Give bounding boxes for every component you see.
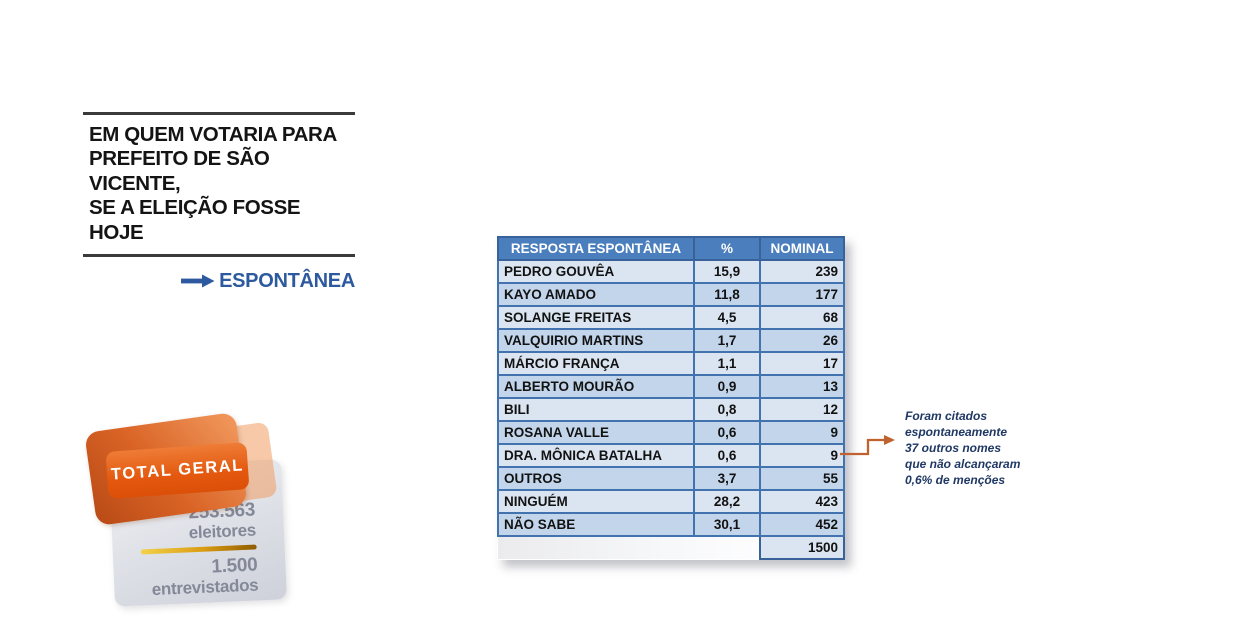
results-table-body: PEDRO GOUVÊA 15,9 239 KAYO AMADO 11,8 177 SOLA… <box>497 259 845 537</box>
percent-cell: 3,7 <box>693 466 761 491</box>
table-row: NÃO SABE 30,1 452 <box>497 512 845 537</box>
candidate-cell: NÃO SABE <box>497 512 695 537</box>
title-block: EM QUEM VOTARIA PARA PREFEITO DE SÃO VIC… <box>83 112 355 293</box>
table-row: ROSANA VALLE 0,6 9 <box>497 420 845 445</box>
nominal-cell: 239 <box>759 259 845 284</box>
percent-cell: 15,9 <box>693 259 761 284</box>
table-row: NINGUÉM 28,2 423 <box>497 489 845 514</box>
badge-title-plate: TOTAL GERAL <box>105 442 250 499</box>
outros-connector-arrow-icon <box>840 435 895 456</box>
candidate-cell: MÁRCIO FRANÇA <box>497 351 695 376</box>
title-rule-bottom <box>83 254 355 257</box>
subtitle-label: ESPONTÂNEA <box>219 269 355 292</box>
nominal-cell: 9 <box>759 443 845 468</box>
candidate-cell: ALBERTO MOURÃO <box>497 374 695 399</box>
percent-cell: 30,1 <box>693 512 761 537</box>
nominal-cell: 13 <box>759 374 845 399</box>
table-row: PEDRO GOUVÊA 15,9 239 <box>497 259 845 284</box>
percent-cell: 11,8 <box>693 282 761 307</box>
right-arrow-icon <box>181 274 215 288</box>
candidate-cell: ROSANA VALLE <box>497 420 695 445</box>
percent-cell: 1,1 <box>693 351 761 376</box>
candidate-cell: DRA. MÔNICA BATALHA <box>497 443 695 468</box>
percent-cell: 0,6 <box>693 443 761 468</box>
gold-divider <box>140 544 257 555</box>
table-header-row: RESPOSTA ESPONTÂNEA % NOMINAL <box>497 236 845 261</box>
candidate-cell: VALQUIRIO MARTINS <box>497 328 695 353</box>
total-spacer <box>498 536 760 559</box>
nominal-cell: 177 <box>759 282 845 307</box>
percent-cell: 0,9 <box>693 374 761 399</box>
nominal-cell: 12 <box>759 397 845 422</box>
candidate-cell: BILI <box>497 397 695 422</box>
table-row: VALQUIRIO MARTINS 1,7 26 <box>497 328 845 353</box>
page-title: EM QUEM VOTARIA PARA PREFEITO DE SÃO VIC… <box>89 122 337 244</box>
nominal-cell: 9 <box>759 420 845 445</box>
nominal-cell: 55 <box>759 466 845 491</box>
annotation-note: Foram citados espontaneamente 37 outros … <box>905 409 1021 487</box>
column-header-nominal: NOMINAL <box>759 236 845 261</box>
candidate-cell: PEDRO GOUVÊA <box>497 259 695 284</box>
nominal-cell: 423 <box>759 489 845 514</box>
badge-title: TOTAL GERAL <box>110 456 245 484</box>
table-row: DRA. MÔNICA BATALHA 0,6 9 <box>497 443 845 468</box>
table-row: MÁRCIO FRANÇA 1,1 17 <box>497 351 845 376</box>
title-rule-top <box>83 112 355 115</box>
table-row: SOLANGE FREITAS 4,5 68 <box>497 305 845 330</box>
column-header-resposta: RESPOSTA ESPONTÂNEA <box>497 236 695 261</box>
candidate-cell: NINGUÉM <box>497 489 695 514</box>
candidate-cell: OUTROS <box>497 466 695 491</box>
total-row: 1500 <box>498 535 845 560</box>
percent-cell: 0,8 <box>693 397 761 422</box>
subtitle-row: ESPONTÂNEA <box>83 270 355 293</box>
percent-cell: 1,7 <box>693 328 761 353</box>
table-row: ALBERTO MOURÃO 0,9 13 <box>497 374 845 399</box>
table-row: BILI 0,8 12 <box>497 397 845 422</box>
nominal-cell: 17 <box>759 351 845 376</box>
nominal-cell: 452 <box>759 512 845 537</box>
candidate-cell: SOLANGE FREITAS <box>497 305 695 330</box>
table-row: KAYO AMADO 11,8 177 <box>497 282 845 307</box>
candidate-cell: KAYO AMADO <box>497 282 695 307</box>
percent-cell: 28,2 <box>693 489 761 514</box>
table-row: OUTROS 3,7 55 <box>497 466 845 491</box>
percent-cell: 4,5 <box>693 305 761 330</box>
nominal-cell: 26 <box>759 328 845 353</box>
percent-cell: 0,6 <box>693 420 761 445</box>
nominal-cell: 68 <box>759 305 845 330</box>
total-nominal-value: 1500 <box>759 535 845 560</box>
column-header-percent: % <box>693 236 761 261</box>
results-table: RESPOSTA ESPONTÂNEA % NOMINAL PEDRO GOUV… <box>497 236 845 560</box>
